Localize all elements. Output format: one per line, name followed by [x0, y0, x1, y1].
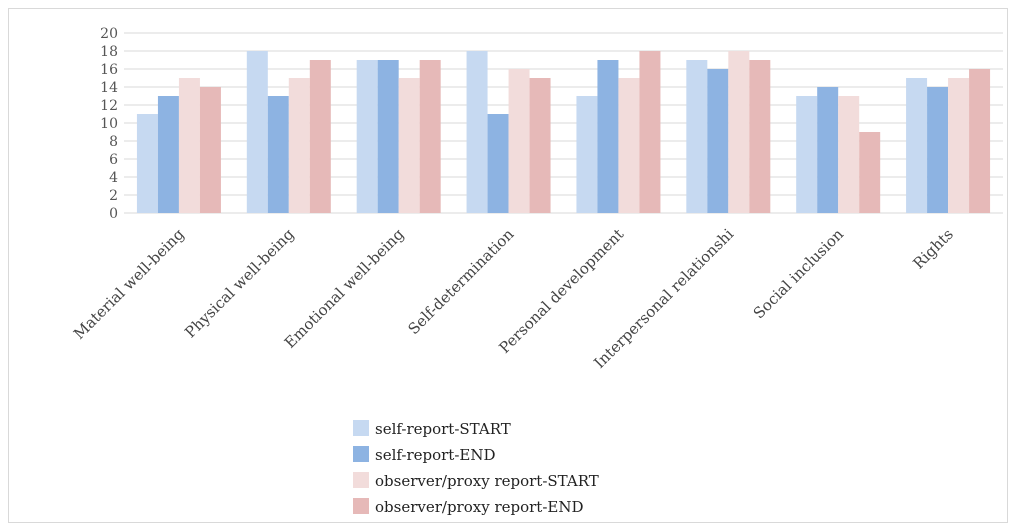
- bar-3-5: [749, 60, 771, 213]
- bar-0-4: [576, 96, 598, 213]
- bar-0-3: [466, 51, 488, 213]
- legend: self-report-START self-report-END observer…: [353, 420, 599, 516]
- x-tick-label: Rights: [909, 225, 956, 272]
- y-tick-label: 16: [100, 62, 118, 78]
- x-tick-label: Physical well-being: [181, 225, 298, 342]
- bar-0-7: [906, 78, 928, 213]
- bar-1-2: [377, 60, 399, 213]
- legend-swatch: [353, 420, 369, 436]
- bar-3-1: [309, 60, 331, 213]
- chart-frame: [8, 8, 1008, 523]
- legend-label: observer/proxy report-START: [375, 472, 599, 490]
- bar-1-3: [487, 114, 509, 213]
- bar-0-6: [796, 96, 818, 213]
- legend-label: self-report-END: [375, 446, 496, 464]
- bar-0-1: [246, 51, 268, 213]
- y-tick-label: 2: [109, 188, 118, 204]
- y-tick-label: 0: [109, 206, 118, 222]
- bar-3-4: [639, 51, 661, 213]
- bar-2-2: [398, 78, 420, 213]
- y-tick-label: 18: [100, 44, 118, 60]
- bar-3-3: [529, 78, 551, 213]
- legend-swatch: [353, 446, 369, 462]
- legend-label: observer/proxy report-END: [375, 498, 584, 516]
- x-tick-label: Emotional well-being: [281, 225, 408, 352]
- x-tick-label: Personal development: [495, 225, 627, 357]
- bar-1-7: [927, 87, 949, 213]
- legend-swatch: [353, 472, 369, 488]
- bars: [136, 51, 991, 213]
- bar-0-0: [136, 114, 158, 213]
- bar-3-2: [419, 60, 441, 213]
- legend-swatch: [353, 498, 369, 514]
- bar-3-7: [969, 69, 991, 213]
- bar-2-0: [178, 78, 200, 213]
- y-tick-label: 14: [100, 80, 118, 96]
- x-tick-label: Social inclusion: [750, 225, 847, 322]
- x-tick-label: Material well-being: [70, 225, 188, 343]
- y-axis: 0 2 4 6 8 10 12 14 16 18 20: [100, 26, 118, 222]
- bar-3-0: [199, 87, 221, 213]
- bar-2-4: [618, 78, 640, 213]
- y-tick-label: 10: [100, 116, 118, 132]
- bar-3-6: [859, 132, 881, 213]
- bar-1-4: [597, 60, 619, 213]
- bar-1-1: [267, 96, 289, 213]
- bar-0-2: [356, 60, 378, 213]
- bar-2-5: [728, 51, 750, 213]
- bar-2-3: [508, 69, 530, 213]
- bar-1-5: [707, 69, 729, 213]
- y-tick-label: 4: [109, 170, 118, 186]
- y-tick-label: 12: [100, 98, 118, 114]
- bar-2-6: [838, 96, 860, 213]
- y-tick-label: 20: [100, 26, 118, 42]
- bar-2-1: [288, 78, 310, 213]
- x-tick-label: Self-determination: [404, 225, 517, 338]
- legend-label: self-report-START: [375, 420, 511, 438]
- y-tick-label: 6: [109, 152, 118, 168]
- bar-1-0: [157, 96, 179, 213]
- bar-0-5: [686, 60, 708, 213]
- bar-1-6: [817, 87, 839, 213]
- y-tick-label: 8: [109, 134, 118, 150]
- bar-2-7: [948, 78, 970, 213]
